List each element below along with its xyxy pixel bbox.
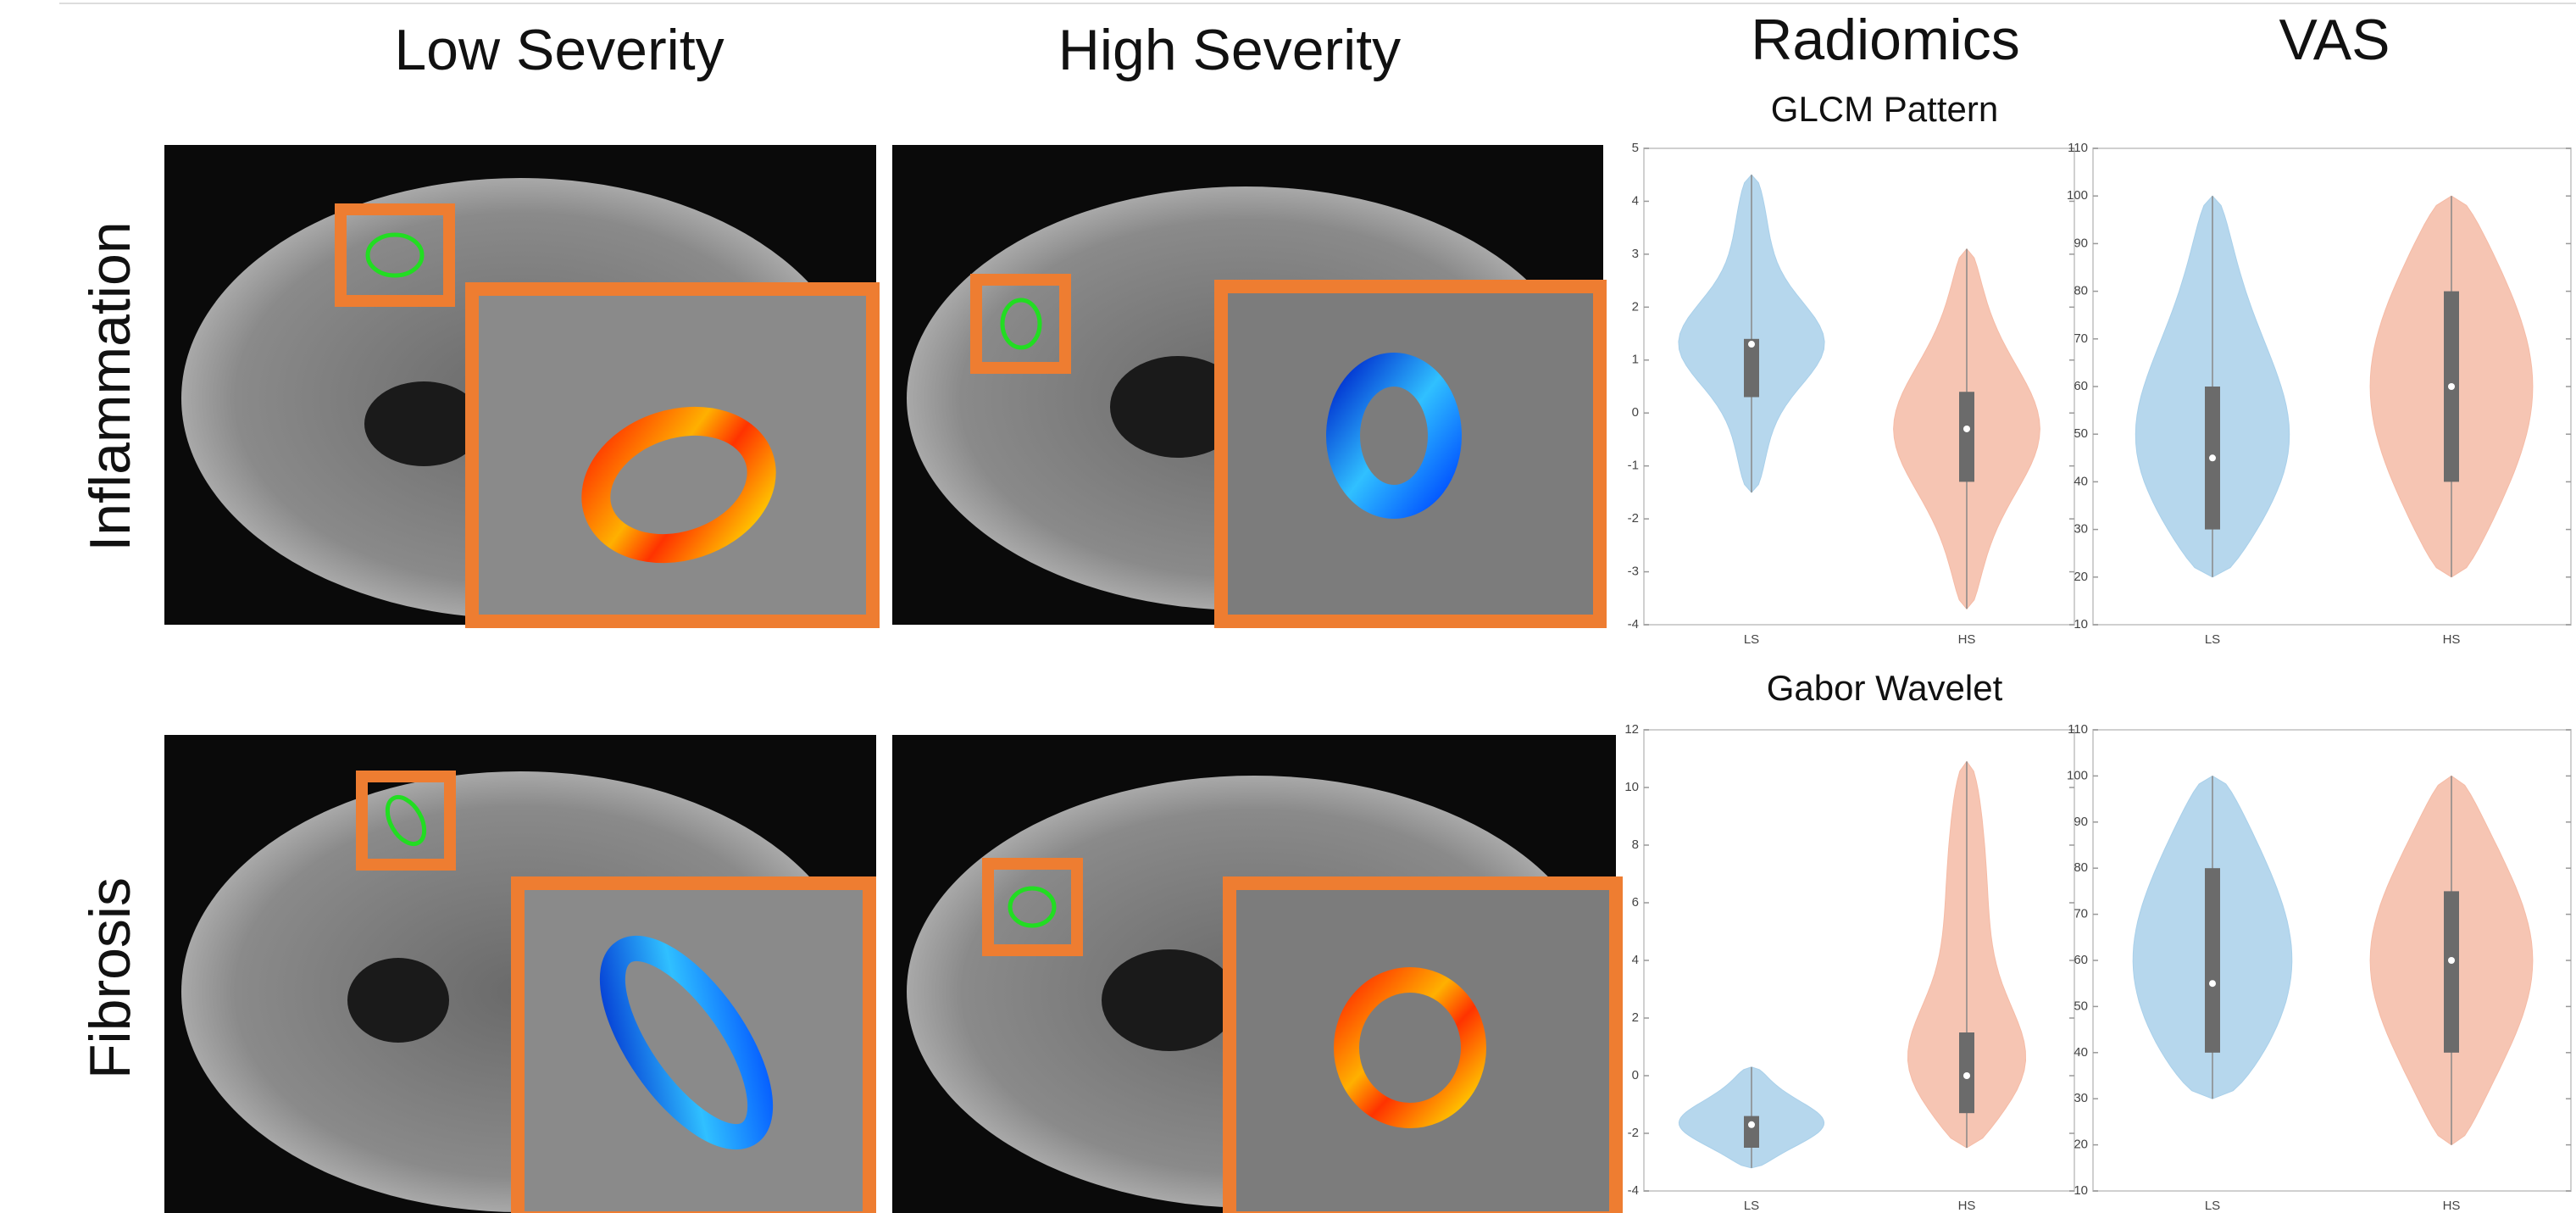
y-tick-label: 80: [2074, 284, 2088, 298]
y-tick-label: 1: [1632, 353, 1639, 367]
column-header: Low Severity: [394, 18, 724, 82]
y-tick-label: 0: [1632, 1068, 1639, 1082]
median: [1748, 1121, 1755, 1128]
y-tick-label: 12: [1624, 722, 1639, 737]
y-tick-label: 2: [1632, 299, 1639, 314]
x-tick-label: LS: [1744, 632, 1759, 647]
x-tick-label: HS: [1958, 1199, 1976, 1213]
y-tick-label: -4: [1628, 1183, 1639, 1198]
column-header: Radiomics: [1751, 8, 2019, 72]
y-tick-label: 10: [1624, 780, 1639, 794]
median: [1748, 341, 1755, 348]
row-label: Inflammation: [78, 221, 142, 551]
y-tick-label: 8: [1632, 837, 1639, 852]
column-header: VAS: [2279, 8, 2390, 72]
y-tick-label: 60: [2074, 379, 2088, 393]
mri-panel: [164, 735, 876, 1213]
iqr-box: [2205, 868, 2220, 1053]
y-tick-label: 50: [2074, 999, 2088, 1013]
chart-title: Gabor Wavelet: [1767, 668, 2003, 708]
row-label: Fibrosis: [78, 877, 142, 1079]
mri-panel: [164, 145, 876, 625]
median: [2209, 980, 2216, 987]
y-tick-label: 2: [1632, 1010, 1639, 1025]
y-tick-label: 110: [2068, 141, 2088, 155]
y-tick-label: 10: [2074, 617, 2088, 632]
y-tick-label: 100: [2067, 188, 2088, 203]
y-tick-label: -3: [1628, 565, 1639, 579]
y-tick-label: 30: [2074, 1091, 2088, 1105]
y-tick-label: 6: [1632, 895, 1639, 910]
y-tick-label: -4: [1628, 617, 1639, 632]
y-tick-label: 30: [2074, 522, 2088, 537]
y-tick-label: 60: [2074, 953, 2088, 967]
y-tick-label: -2: [1628, 511, 1639, 526]
y-tick-label: 70: [2074, 331, 2088, 346]
y-tick-label: -1: [1628, 459, 1639, 473]
y-tick-label: 80: [2074, 860, 2088, 875]
x-tick-label: HS: [2443, 1199, 2461, 1213]
mri-panel: [892, 735, 1616, 1213]
y-tick-label: 50: [2074, 426, 2088, 441]
x-tick-label: LS: [2205, 1199, 2220, 1213]
y-tick-label: 110: [2068, 722, 2088, 737]
y-tick-label: 90: [2074, 236, 2088, 250]
x-tick-label: LS: [2205, 632, 2220, 647]
y-tick-label: 0: [1632, 405, 1639, 420]
median: [1963, 426, 1970, 432]
y-tick-label: 20: [2074, 1138, 2088, 1152]
chart-title: GLCM Pattern: [1771, 89, 1998, 129]
y-tick-label: 3: [1632, 247, 1639, 261]
iqr-box: [1744, 1116, 1759, 1148]
y-tick-label: 20: [2074, 570, 2088, 584]
x-tick-label: LS: [1744, 1199, 1759, 1213]
x-tick-label: HS: [1958, 632, 1976, 647]
y-tick-label: 90: [2074, 815, 2088, 829]
y-tick-label: 10: [2074, 1183, 2088, 1198]
y-tick-label: 70: [2074, 907, 2088, 921]
column-header: High Severity: [1058, 18, 1401, 82]
median: [2448, 383, 2455, 390]
y-tick-label: -2: [1628, 1126, 1639, 1140]
mri-panel: [892, 145, 1603, 625]
iqr-box: [2444, 891, 2459, 1052]
median: [1963, 1072, 1970, 1079]
y-tick-label: 4: [1632, 953, 1639, 967]
y-tick-label: 100: [2067, 768, 2088, 782]
iqr-box: [1959, 392, 1974, 481]
median: [2448, 957, 2455, 964]
y-tick-label: 5: [1632, 141, 1639, 155]
x-tick-label: HS: [2443, 632, 2461, 647]
y-tick-label: 4: [1632, 193, 1639, 208]
median: [2209, 454, 2216, 461]
figure: Low Severity High Severity Radiomics VAS…: [0, 0, 2576, 1213]
y-tick-label: 40: [2074, 1045, 2088, 1060]
iqr-box: [1744, 339, 1759, 398]
y-tick-label: 40: [2074, 474, 2088, 488]
